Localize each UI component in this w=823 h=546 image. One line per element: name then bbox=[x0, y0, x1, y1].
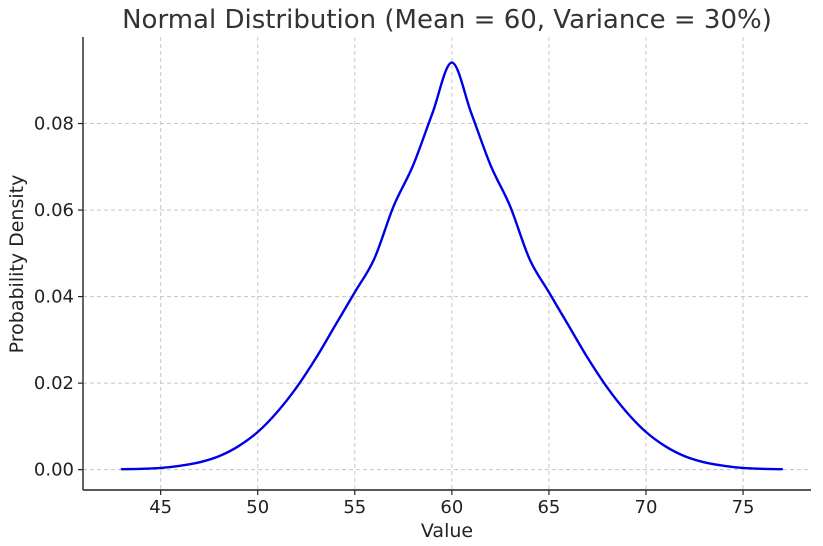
x-tick-label: 60 bbox=[440, 497, 463, 518]
data-point bbox=[179, 465, 181, 467]
data-point bbox=[276, 411, 278, 413]
data-point bbox=[238, 446, 240, 448]
data-point bbox=[684, 455, 686, 457]
data-point bbox=[548, 291, 550, 293]
series-line bbox=[120, 61, 784, 471]
x-tick-label: 45 bbox=[149, 497, 172, 518]
x-tick-label: 55 bbox=[343, 497, 366, 518]
chart-title: Normal Distribution (Mean = 60, Variance… bbox=[122, 5, 772, 35]
y-tick-label: 0.08 bbox=[34, 114, 74, 135]
series-layer bbox=[120, 61, 784, 471]
y-ticks: 0.00 0.02 0.04 0.06 0.08 bbox=[34, 114, 83, 481]
x-tick-label: 75 bbox=[732, 497, 755, 518]
data-point bbox=[373, 258, 375, 260]
data-point bbox=[335, 324, 337, 326]
y-axis-label: Probability Density bbox=[6, 175, 28, 354]
data-point bbox=[509, 205, 511, 207]
x-tick-label: 70 bbox=[635, 497, 658, 518]
data-point bbox=[296, 387, 298, 389]
data-point bbox=[568, 324, 570, 326]
data-point bbox=[121, 468, 123, 470]
data-point bbox=[665, 446, 667, 448]
x-tick-label: 65 bbox=[537, 497, 560, 518]
data-point bbox=[723, 465, 725, 467]
x-ticks: 45 50 55 60 65 70 75 bbox=[149, 490, 755, 518]
data-point bbox=[587, 357, 589, 359]
y-tick-label: 0.00 bbox=[34, 460, 74, 481]
data-point bbox=[393, 205, 395, 207]
grid bbox=[83, 37, 811, 490]
data-point bbox=[140, 468, 142, 470]
data-point bbox=[781, 468, 783, 470]
data-point bbox=[529, 258, 531, 260]
y-tick-label: 0.02 bbox=[34, 373, 74, 394]
data-point bbox=[160, 467, 162, 469]
y-tick-label: 0.06 bbox=[34, 200, 74, 221]
data-point bbox=[606, 387, 608, 389]
axes-spines bbox=[82, 37, 811, 491]
data-point bbox=[645, 431, 647, 433]
data-point bbox=[762, 468, 764, 470]
data-point bbox=[742, 467, 744, 469]
data-point bbox=[412, 165, 414, 167]
data-point bbox=[432, 112, 434, 114]
data-point bbox=[354, 291, 356, 293]
data-point bbox=[257, 431, 259, 433]
data-point bbox=[218, 455, 220, 457]
data-point bbox=[451, 62, 453, 64]
data-point bbox=[490, 165, 492, 167]
y-tick-label: 0.04 bbox=[34, 287, 74, 308]
data-point bbox=[199, 462, 201, 464]
data-point bbox=[703, 462, 705, 464]
data-point bbox=[315, 357, 317, 359]
x-tick-label: 50 bbox=[246, 497, 269, 518]
data-point bbox=[470, 112, 472, 114]
data-point bbox=[626, 411, 628, 413]
x-axis-label: Value bbox=[421, 520, 473, 542]
